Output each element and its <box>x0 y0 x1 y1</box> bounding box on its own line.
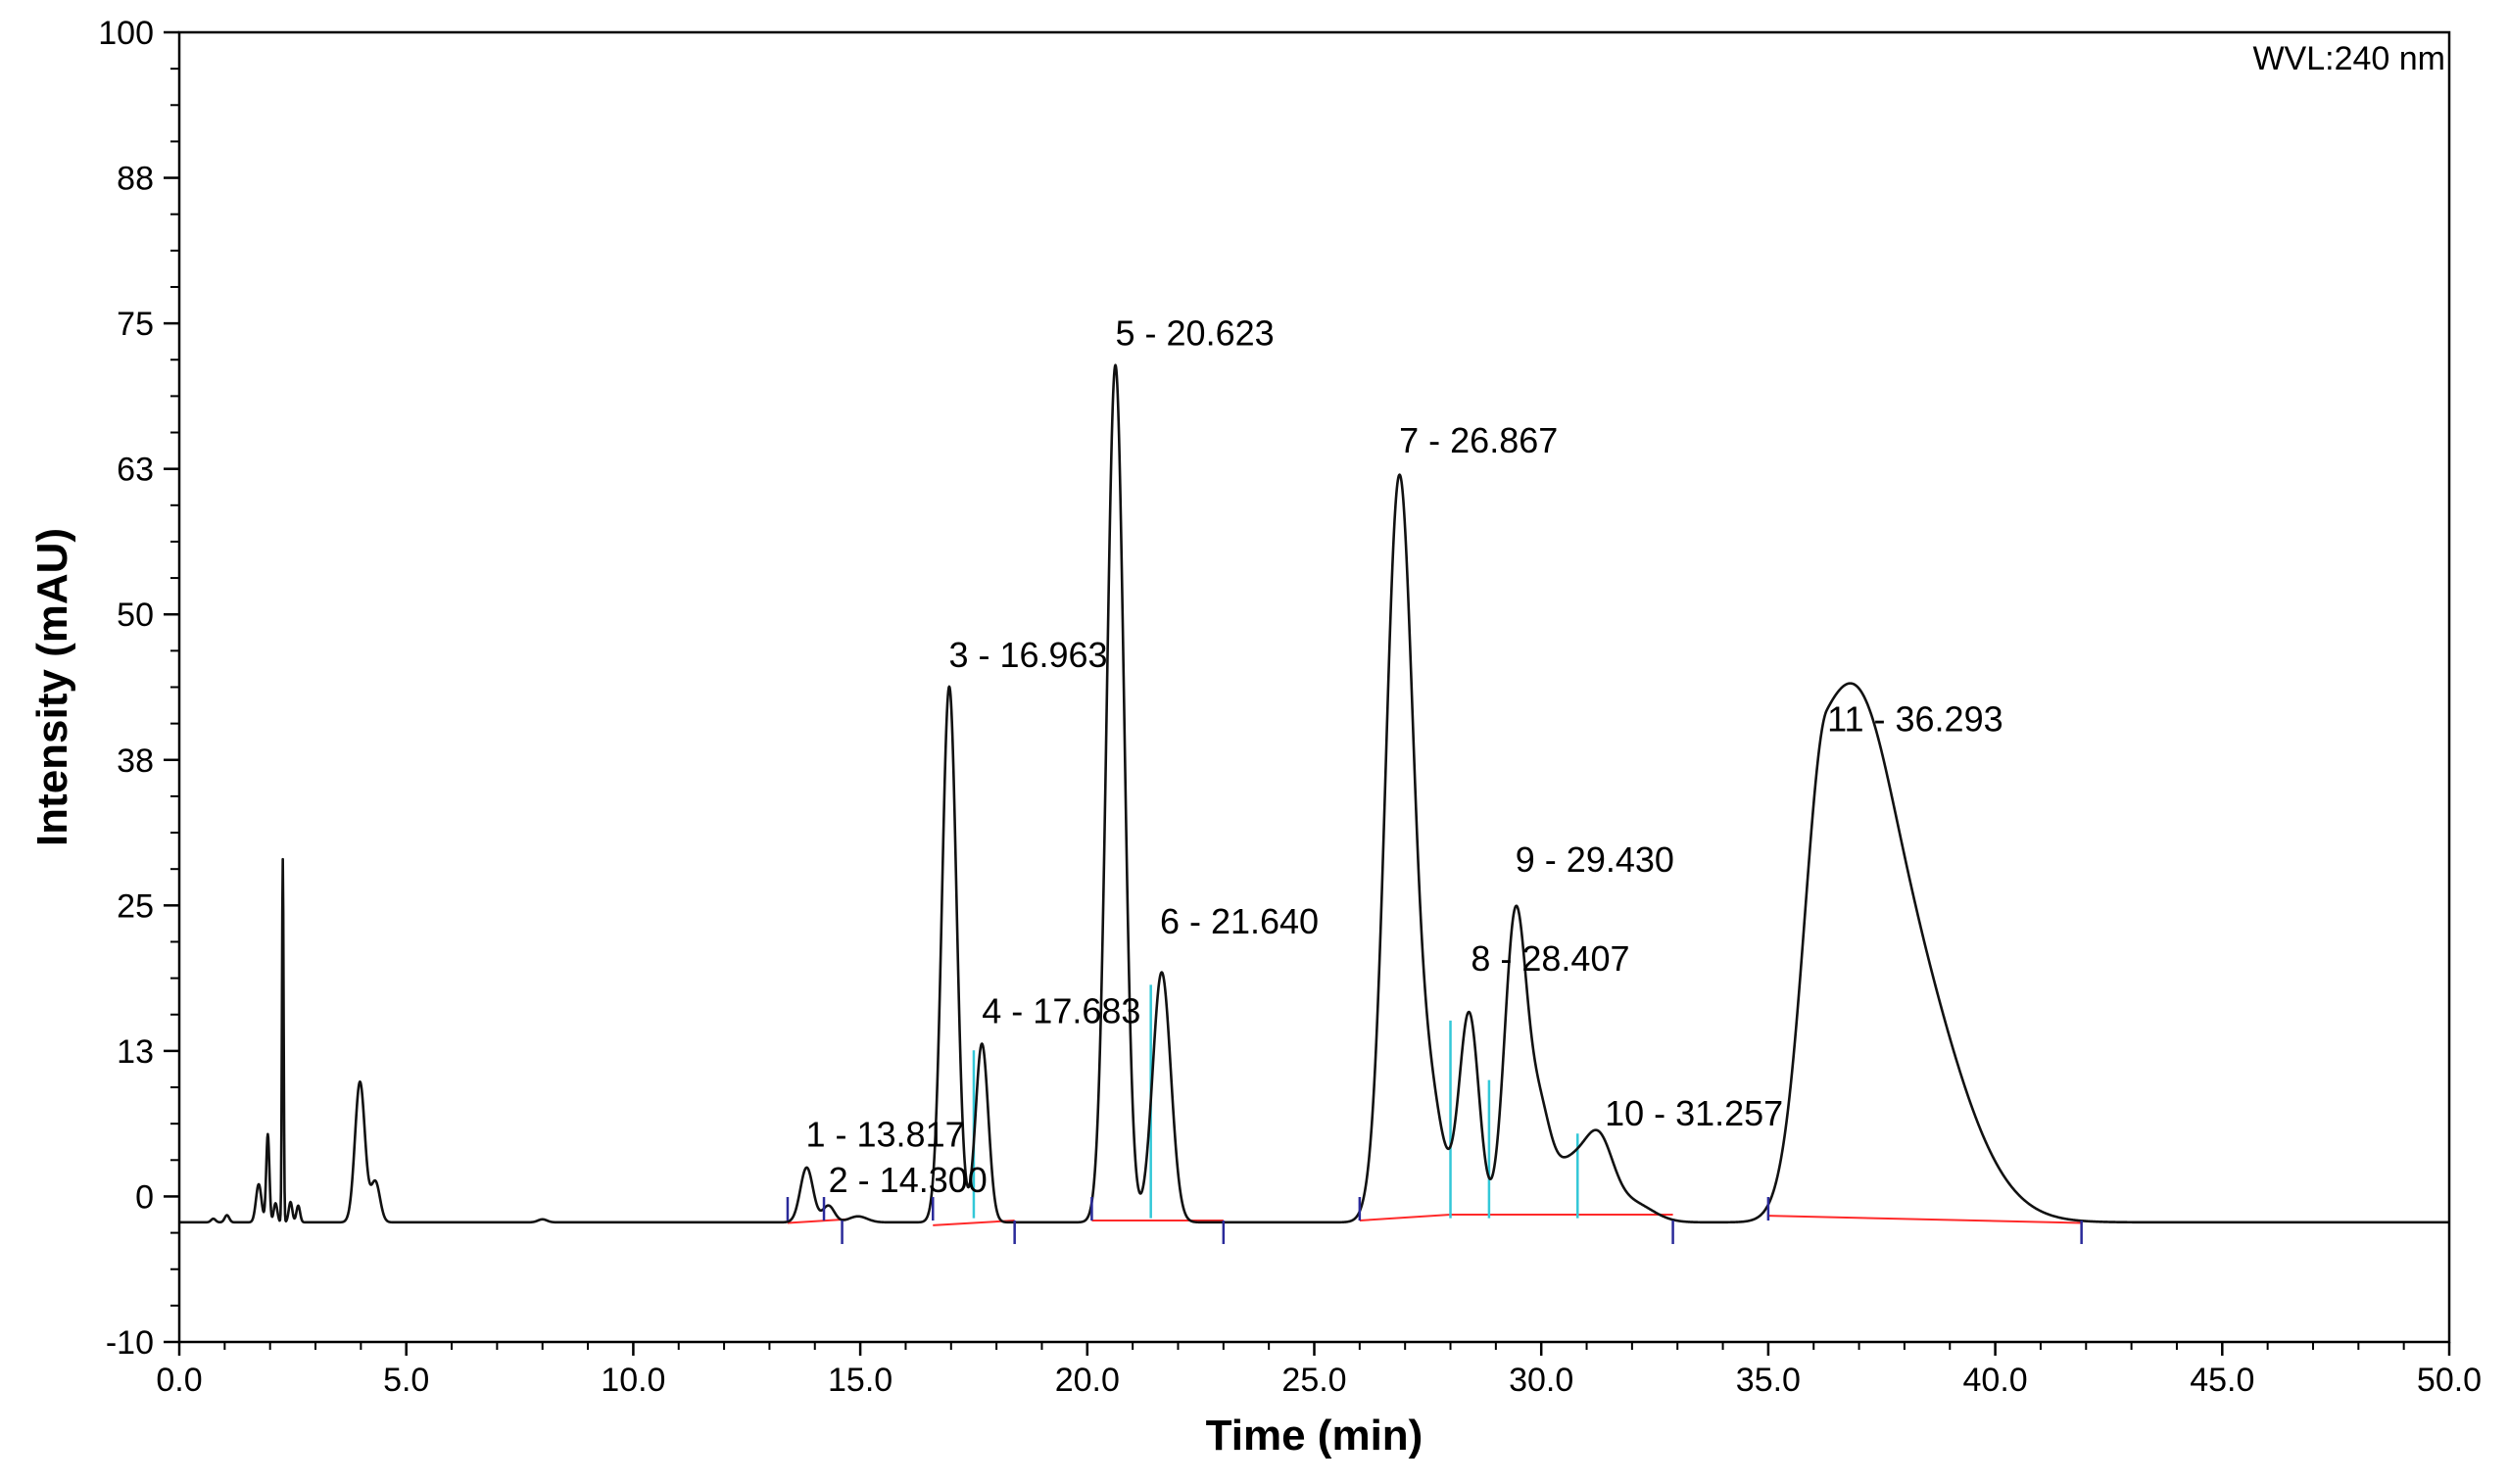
y-tick-label: 13 <box>117 1033 154 1071</box>
y-tick-label: 25 <box>117 887 154 925</box>
peak-label: 8 - 28.407 <box>1471 938 1629 979</box>
x-tick-label: 35.0 <box>1736 1362 1801 1399</box>
x-tick-label: 50.0 <box>2417 1362 2482 1399</box>
y-tick-label: 100 <box>98 15 154 52</box>
integration-baseline <box>787 1218 847 1224</box>
peak-label: 10 - 31.257 <box>1605 1093 1783 1133</box>
x-tick-label: 15.0 <box>828 1362 893 1399</box>
axis-ticks: 0.0 5.0 10.0 15.0 20.0 25.0 30.0 35.0 40.0 45.0 50… <box>98 15 2482 1399</box>
y-tick-label: -10 <box>106 1324 154 1362</box>
x-axis-title: Time (min) <box>1206 1412 1423 1460</box>
y-axis-title: Intensity (mAU) <box>28 528 76 846</box>
peak-label: 9 - 29.430 <box>1516 839 1674 880</box>
plot-layer: 1 - 13.817 2 - 14.300 3 - 16.963 4 - 17.683… <box>178 313 2450 1245</box>
y-tick-label: 75 <box>117 306 154 343</box>
wavelength-annotation: WVL:240 nm <box>2252 40 2445 77</box>
y-tick-label: 88 <box>117 161 154 198</box>
y-tick-label: 38 <box>117 742 154 780</box>
x-tick-label: 5.0 <box>383 1362 429 1399</box>
x-tick-label: 45.0 <box>2190 1362 2254 1399</box>
x-tick-label: 10.0 <box>601 1362 665 1399</box>
peak-label: 2 - 14.300 <box>829 1160 988 1200</box>
peak-label: 1 - 13.817 <box>805 1115 964 1155</box>
chromatogram-trace <box>178 363 2450 1224</box>
peak-label: 11 - 36.293 <box>1827 698 2002 739</box>
peak-label: 5 - 20.623 <box>1116 313 1275 354</box>
integration-baseline <box>1359 1213 1451 1222</box>
x-tick-label: 20.0 <box>1055 1362 1120 1399</box>
integration-baseline <box>1767 1215 2082 1224</box>
peak-label: 7 - 26.867 <box>1399 420 1558 460</box>
y-tick-label: 63 <box>117 452 154 489</box>
y-tick-label: 50 <box>117 597 154 634</box>
peak-label: 6 - 21.640 <box>1160 901 1319 941</box>
x-tick-label: 0.0 <box>156 1362 202 1399</box>
x-tick-label: 30.0 <box>1509 1362 1573 1399</box>
peak-label: 4 - 17.683 <box>982 990 1140 1030</box>
peak-label: 3 - 16.963 <box>948 635 1107 675</box>
x-tick-label: 25.0 <box>1281 1362 1346 1399</box>
x-tick-label: 40.0 <box>1963 1362 2028 1399</box>
y-tick-label: 0 <box>135 1178 154 1216</box>
